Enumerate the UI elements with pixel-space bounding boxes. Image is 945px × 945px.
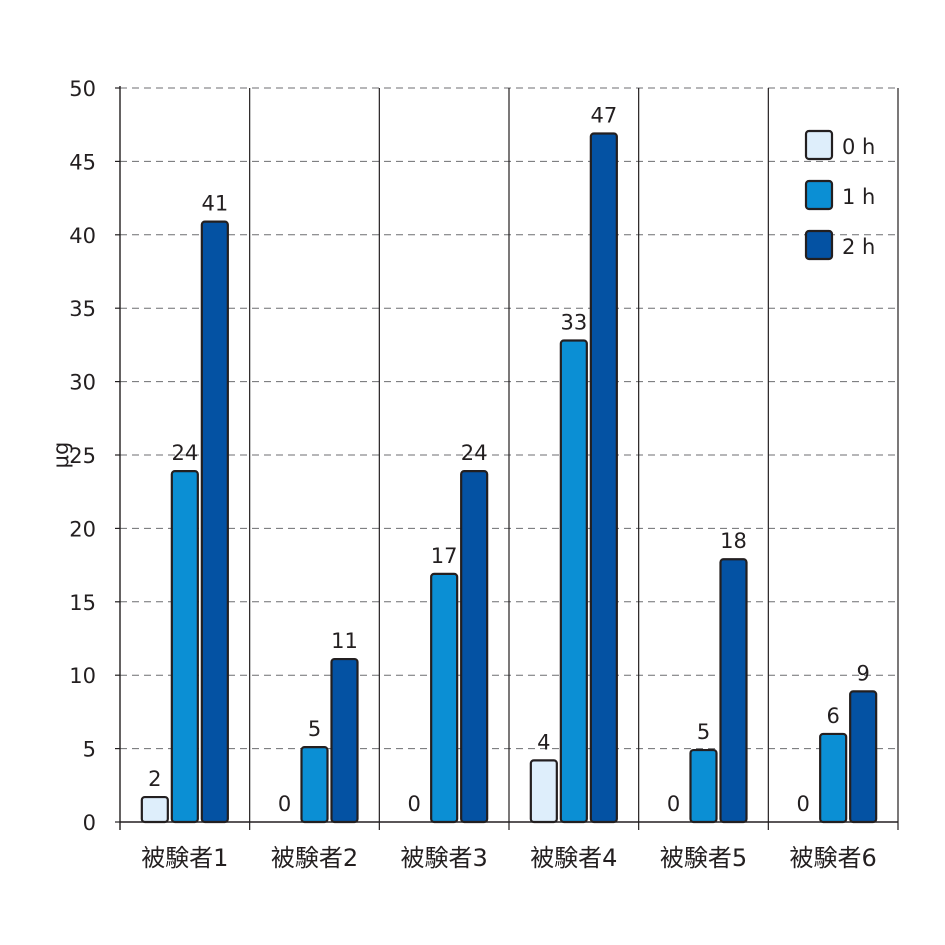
legend-swatch	[804, 129, 834, 161]
legend: 0 h 1 h 2 h	[804, 129, 875, 261]
bar	[689, 748, 718, 824]
legend-label: 2 h	[842, 235, 875, 259]
bar	[849, 690, 878, 824]
bar	[819, 732, 848, 824]
y-tick-labels: 0 5 10 15 20 25 30 35 40 45 50	[69, 77, 96, 835]
y-tick-label: 5	[83, 738, 96, 762]
data-label: 9	[856, 661, 869, 685]
category-labels: 被験者1 被験者2 被験者3 被験者4 被験者5 被験者6	[141, 844, 877, 872]
y-tick-label: 10	[69, 664, 96, 688]
data-label: 5	[308, 717, 321, 741]
y-tick-label: 45	[69, 150, 96, 174]
y-tick-label: 50	[69, 77, 96, 101]
data-label: 5	[697, 720, 710, 744]
data-label: 6	[826, 704, 839, 728]
data-label: 0	[796, 792, 809, 816]
data-label: 24	[461, 441, 488, 465]
bars	[140, 132, 878, 824]
value-labels: 2 24 41 0 5 11 0 17 24 4 33 47 0 5 18 0 69	[148, 104, 870, 816]
bar	[430, 572, 459, 824]
legend-swatch	[804, 229, 834, 261]
y-tick-label: 25	[69, 444, 96, 468]
category-label: 被験者5	[660, 844, 747, 872]
data-label: 0	[278, 792, 291, 816]
category-label: 被験者2	[271, 844, 358, 872]
legend-label: 1 h	[842, 185, 875, 209]
bar	[589, 132, 618, 824]
bar	[140, 795, 169, 824]
category-label: 被験者4	[530, 844, 617, 872]
data-label: 41	[201, 192, 228, 216]
y-tick-label: 20	[69, 517, 96, 541]
category-label: 被験者6	[790, 844, 877, 872]
category-label: 被験者1	[141, 844, 228, 872]
data-label: 17	[431, 544, 458, 568]
y-tick-label: 35	[69, 297, 96, 321]
y-tick-label: 15	[69, 591, 96, 615]
legend-swatch	[804, 179, 834, 211]
bar	[300, 746, 329, 824]
y-axis-title: μg	[49, 442, 73, 469]
bar	[170, 470, 199, 824]
y-tick-label: 0	[83, 811, 96, 835]
data-label: 11	[331, 629, 358, 653]
data-label: 4	[537, 730, 550, 754]
data-label: 24	[171, 441, 198, 465]
axes	[115, 86, 898, 830]
data-label: 47	[590, 104, 617, 128]
group-separators	[249, 88, 899, 830]
bar	[529, 759, 558, 824]
y-tick-label: 40	[69, 224, 96, 248]
data-label: 0	[407, 792, 420, 816]
legend-label: 0 h	[842, 135, 875, 159]
bar	[330, 657, 359, 824]
category-label: 被験者3	[401, 844, 488, 872]
y-tick-label: 30	[69, 371, 96, 395]
data-label: 2	[148, 767, 161, 791]
bar	[460, 470, 489, 824]
data-label: 33	[560, 310, 587, 334]
data-label: 18	[720, 529, 747, 553]
data-label: 0	[667, 792, 680, 816]
bar	[200, 220, 229, 824]
bar	[719, 558, 748, 824]
bar	[559, 339, 588, 824]
